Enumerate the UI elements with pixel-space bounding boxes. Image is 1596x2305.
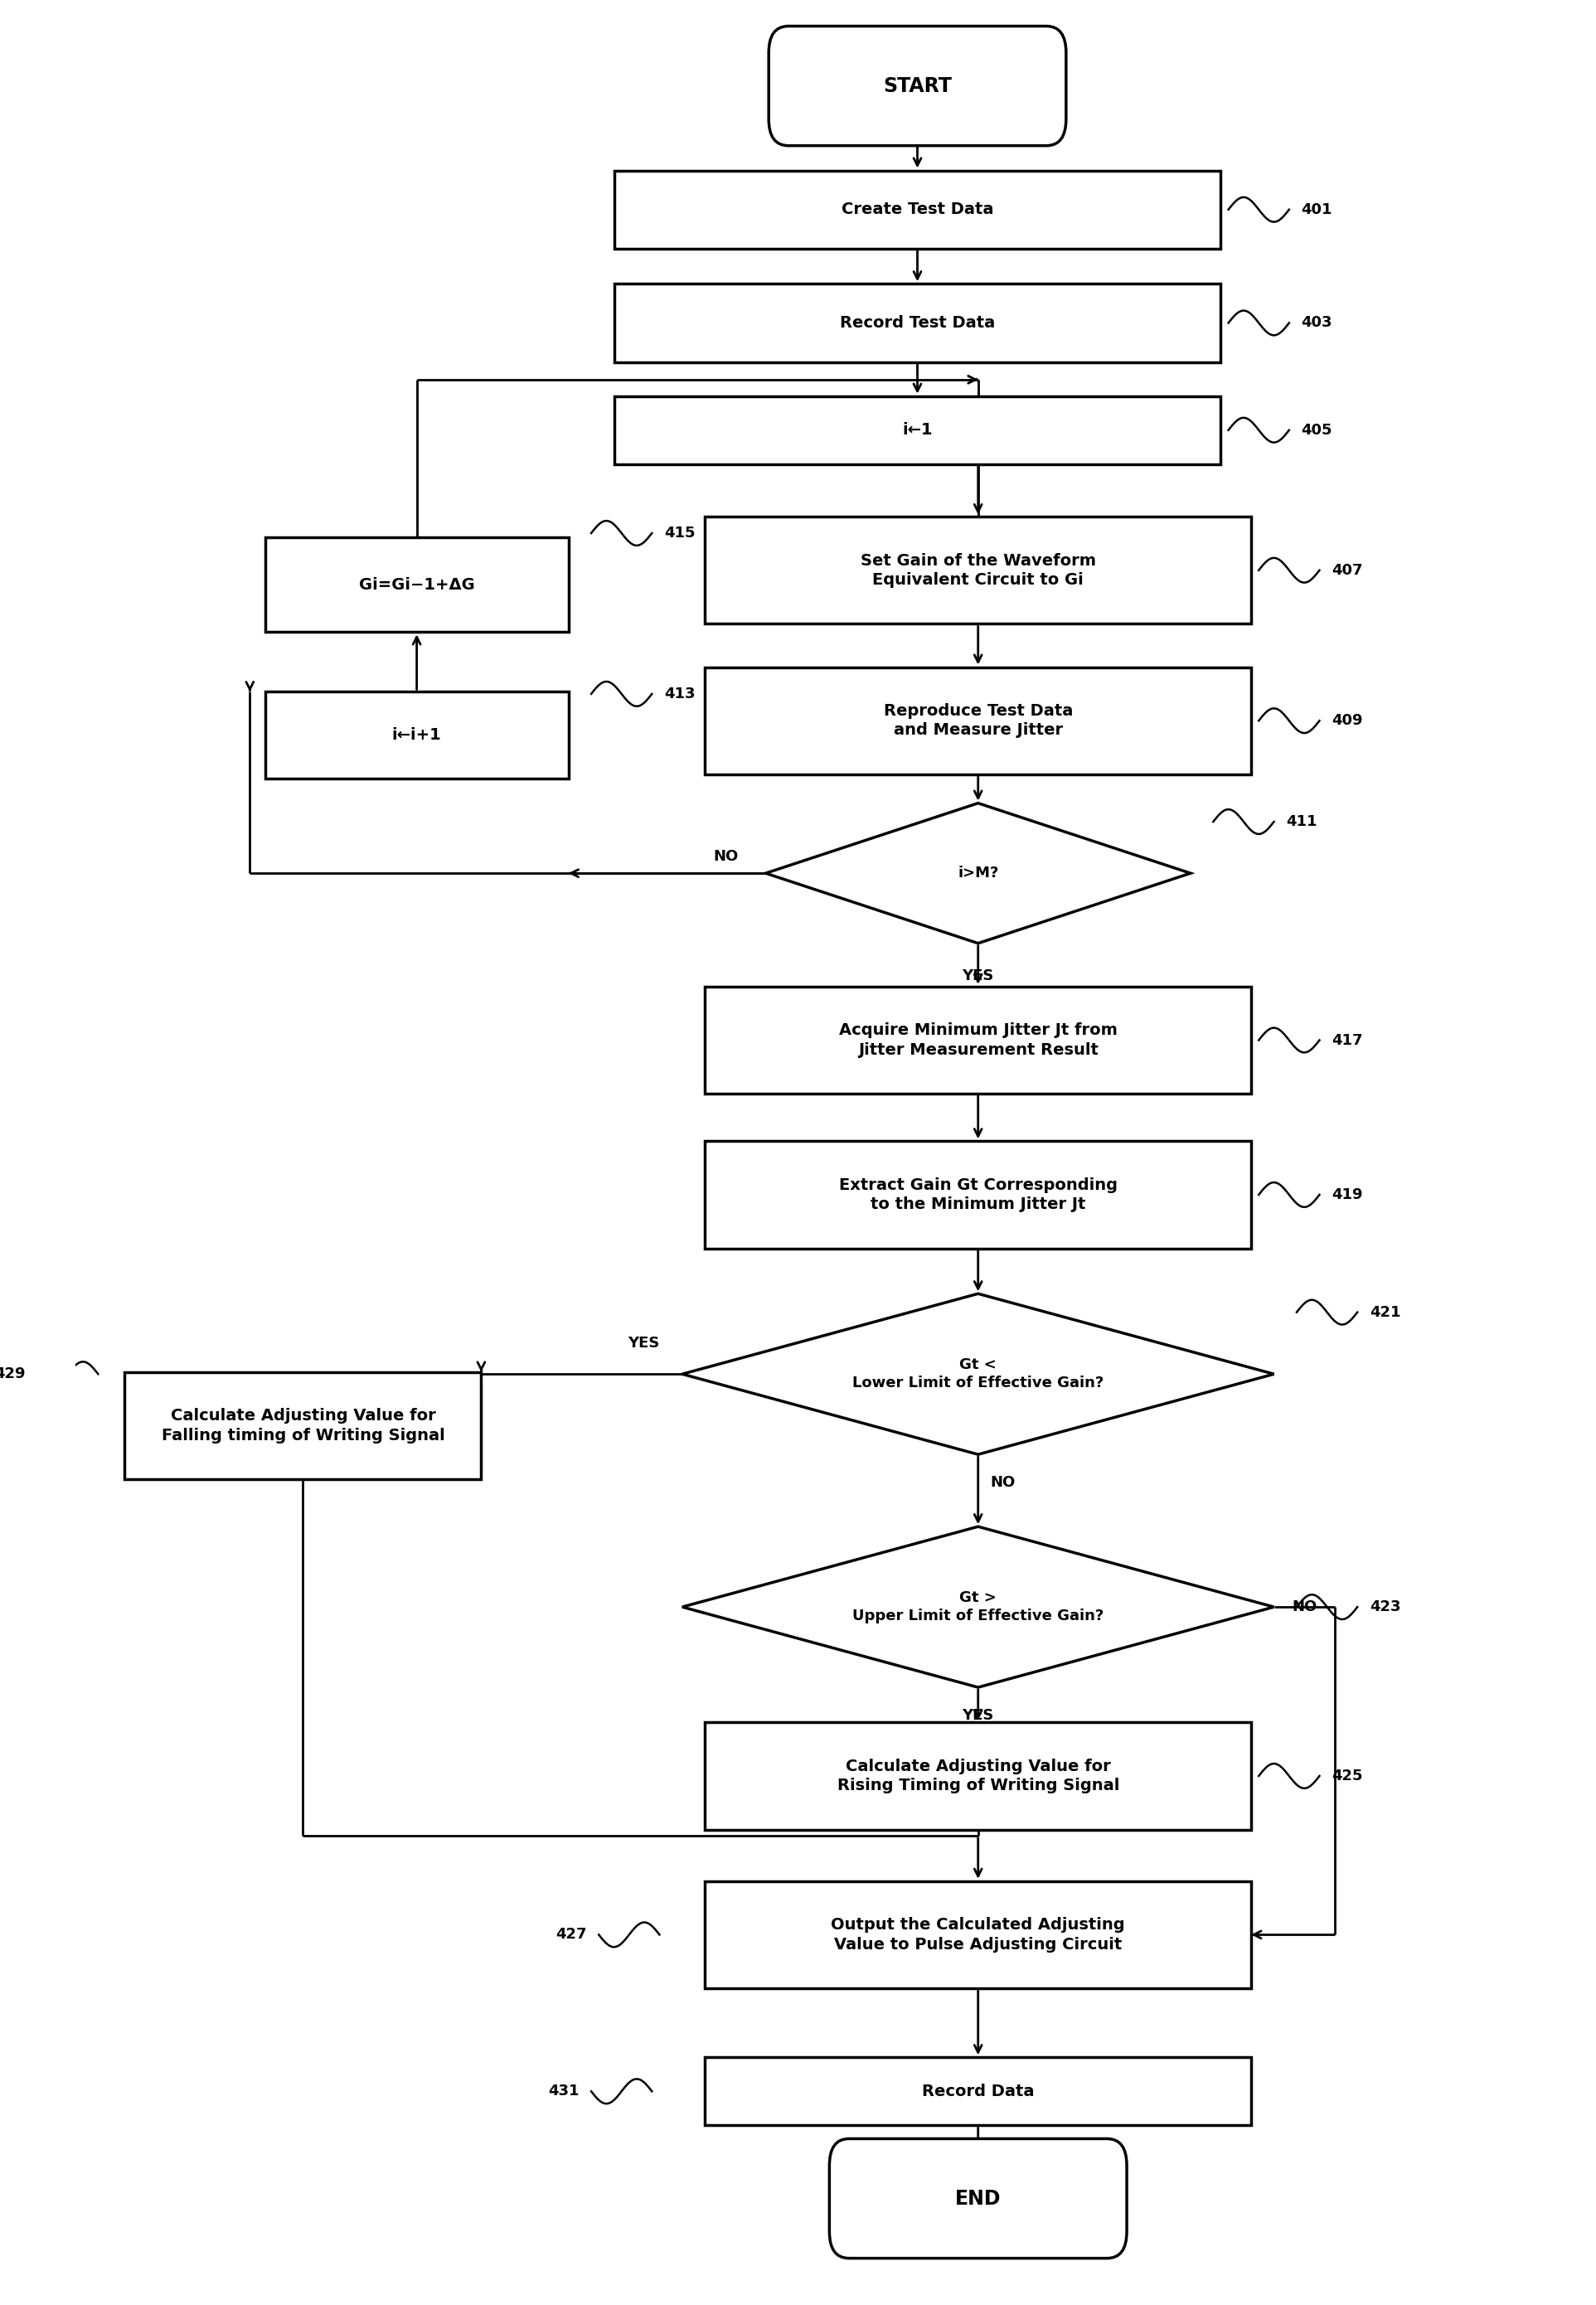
FancyBboxPatch shape <box>705 2058 1251 2125</box>
Text: Gt <
Lower Limit of Effective Gain?: Gt < Lower Limit of Effective Gain? <box>852 1358 1104 1390</box>
FancyBboxPatch shape <box>705 987 1251 1095</box>
Text: YES: YES <box>627 1335 659 1351</box>
FancyBboxPatch shape <box>705 1141 1251 1249</box>
Text: 415: 415 <box>664 526 696 542</box>
FancyBboxPatch shape <box>614 396 1221 463</box>
Text: 409: 409 <box>1331 712 1363 728</box>
Text: Gt >
Upper Limit of Effective Gain?: Gt > Upper Limit of Effective Gain? <box>852 1590 1104 1623</box>
Text: 429: 429 <box>0 1367 26 1381</box>
FancyBboxPatch shape <box>769 25 1066 145</box>
Text: 407: 407 <box>1331 562 1363 579</box>
Text: 413: 413 <box>664 687 696 701</box>
FancyBboxPatch shape <box>705 1881 1251 1989</box>
Text: 417: 417 <box>1331 1033 1363 1049</box>
Text: Output the Calculated Adjusting
Value to Pulse Adjusting Circuit: Output the Calculated Adjusting Value to… <box>832 1918 1125 1952</box>
Text: i>M?: i>M? <box>958 867 999 881</box>
Text: END: END <box>954 2187 1001 2208</box>
Text: Record Data: Record Data <box>922 2084 1034 2100</box>
Text: 401: 401 <box>1301 203 1333 217</box>
Text: 423: 423 <box>1369 1600 1401 1614</box>
Text: i←1: i←1 <box>902 422 932 438</box>
Text: YES: YES <box>962 1708 994 1722</box>
Text: Calculate Adjusting Value for
Rising Timing of Writing Signal: Calculate Adjusting Value for Rising Tim… <box>836 1759 1119 1793</box>
Text: 427: 427 <box>555 1927 587 1943</box>
Text: Record Test Data: Record Test Data <box>839 316 994 332</box>
Text: Set Gain of the Waveform
Equivalent Circuit to Gi: Set Gain of the Waveform Equivalent Circ… <box>860 553 1096 588</box>
FancyBboxPatch shape <box>265 537 568 632</box>
Text: Extract Gain Gt Corresponding
to the Minimum Jitter Jt: Extract Gain Gt Corresponding to the Min… <box>839 1178 1117 1212</box>
Polygon shape <box>766 802 1191 943</box>
Text: 421: 421 <box>1369 1305 1401 1321</box>
Text: 411: 411 <box>1286 814 1317 830</box>
Text: 425: 425 <box>1331 1768 1363 1784</box>
Text: 403: 403 <box>1301 316 1333 330</box>
Text: Reproduce Test Data
and Measure Jitter: Reproduce Test Data and Measure Jitter <box>884 703 1073 738</box>
Text: Acquire Minimum Jitter Jt from
Jitter Measurement Result: Acquire Minimum Jitter Jt from Jitter Me… <box>839 1023 1117 1058</box>
FancyBboxPatch shape <box>705 666 1251 774</box>
FancyBboxPatch shape <box>614 284 1221 362</box>
Polygon shape <box>681 1526 1274 1687</box>
Text: YES: YES <box>962 968 994 982</box>
FancyBboxPatch shape <box>705 516 1251 625</box>
FancyBboxPatch shape <box>830 2139 1127 2259</box>
Text: Gi=Gi−1+ΔG: Gi=Gi−1+ΔG <box>359 576 474 592</box>
FancyBboxPatch shape <box>265 692 568 779</box>
Text: NO: NO <box>1293 1600 1317 1614</box>
Polygon shape <box>681 1293 1274 1454</box>
Text: NO: NO <box>713 848 739 864</box>
FancyBboxPatch shape <box>124 1371 482 1480</box>
Text: START: START <box>883 76 951 97</box>
Text: 431: 431 <box>547 2084 579 2100</box>
FancyBboxPatch shape <box>705 1722 1251 1830</box>
Text: 419: 419 <box>1331 1187 1363 1203</box>
FancyBboxPatch shape <box>614 171 1221 249</box>
Text: NO: NO <box>990 1475 1015 1489</box>
Text: Create Test Data: Create Test Data <box>841 201 993 217</box>
Text: Calculate Adjusting Value for
Falling timing of Writing Signal: Calculate Adjusting Value for Falling ti… <box>161 1408 445 1443</box>
Text: i←i+1: i←i+1 <box>393 728 442 742</box>
Text: 405: 405 <box>1301 422 1333 438</box>
